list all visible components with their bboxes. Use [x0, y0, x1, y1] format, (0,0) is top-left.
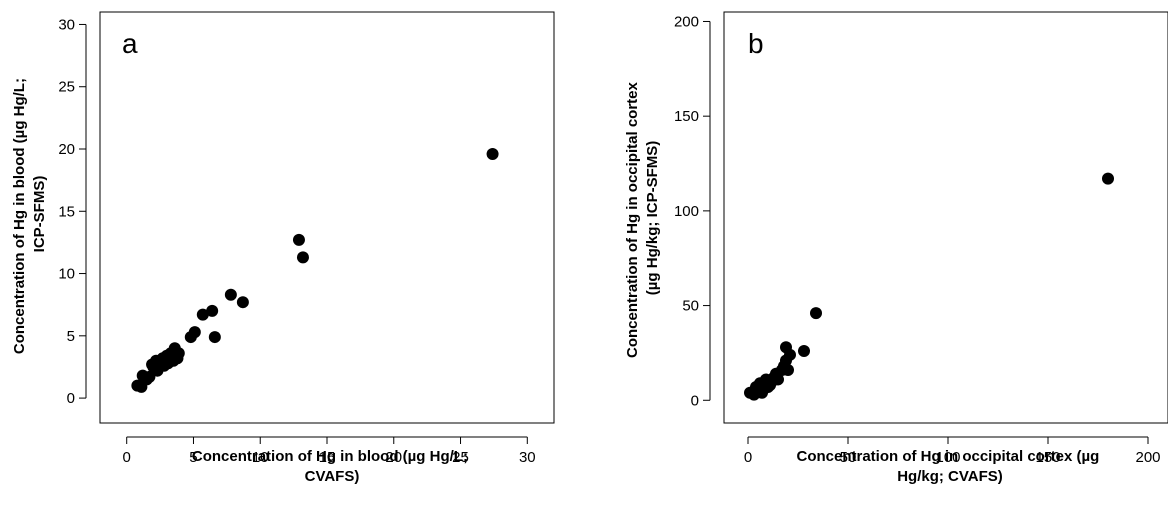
panel-a-x-ticks: 0 5 10 15 20 25 30 — [123, 437, 536, 466]
panel-a-data-point — [296, 251, 309, 264]
panel-a-x-tick-label: 0 — [123, 449, 131, 466]
panel-a-y-label: Concentration of Hg in blood (µg Hg/L; I… — [11, 74, 48, 354]
panel-a: a 0 5 10 15 20 25 30 0 5 10 15 20 25 30 Concentratio… — [11, 11, 555, 485]
panel-b-y-tick-label: 100 — [674, 203, 699, 220]
panel-a-x-tick-label: 15 — [319, 449, 336, 466]
panel-a-x-label: Concentration of Hg in blood (µg Hg/L; C… — [192, 448, 472, 485]
panel-a-y-tick-label: 30 — [58, 16, 75, 33]
panel-a-data-point — [172, 347, 185, 360]
panel-a-y-tick-label: 25 — [58, 79, 75, 96]
panel-b-x-label-line-1: Concentration of Hg in occipital cortex … — [797, 448, 1100, 465]
panel-b-y-tick-label: 200 — [674, 13, 699, 30]
panel-b-y-label-line-2: (µg Hg/kg; ICP-SFMS) — [644, 141, 661, 295]
panel-a-data-point — [206, 304, 219, 317]
panel-a-data-point — [208, 331, 221, 344]
panel-a-y-tick-label: 20 — [58, 141, 75, 158]
panel-b-data-point — [798, 345, 810, 358]
panel-a-letter: a — [122, 28, 138, 59]
panel-a-x-tick-label: 5 — [189, 449, 197, 466]
panel-b-x-tick-label: 100 — [935, 449, 960, 466]
panel-a-x-label-line-1: Concentration of Hg in blood (µg Hg/L; — [192, 448, 468, 465]
panel-a-x-tick-label: 30 — [519, 449, 536, 466]
panel-a-points — [131, 147, 499, 393]
panel-a-x-tick-label: 20 — [385, 449, 402, 466]
panel-b-data-point — [810, 307, 822, 320]
panel-a-y-tick-label: 10 — [58, 266, 75, 283]
panel-b-frame — [723, 11, 1168, 424]
panel-b-x-tick-label: 150 — [1035, 449, 1060, 466]
panel-b-x-ticks: 0 50 100 150 200 — [744, 437, 1161, 466]
panel-b-points — [744, 172, 1114, 401]
panel-a-y-label-line-2: ICP-SFMS) — [31, 176, 48, 253]
panel-b-y-ticks: 0 50 100 150 200 — [674, 13, 710, 409]
panel-a-y-tick-label: 15 — [58, 203, 75, 220]
panel-a-data-point — [196, 308, 209, 321]
panel-b-data-point — [782, 363, 794, 376]
panel-b-y-tick-label: 50 — [682, 298, 699, 315]
panel-a-frame — [99, 11, 555, 424]
panel-a-data-point — [236, 296, 249, 309]
panel-a-data-point — [224, 288, 237, 301]
panel-a-x-tick-label: 25 — [452, 449, 469, 466]
panel-b-x-label: Concentration of Hg in occipital cortex … — [797, 448, 1104, 485]
panel-a-y-tick-label: 0 — [67, 390, 75, 407]
panel-b-x-label-line-2: Hg/kg; CVAFS) — [897, 468, 1003, 485]
panel-b-letter: b — [748, 28, 764, 59]
panel-b: b 0 50 100 150 200 0 50 100 150 200 Concentratio… — [624, 11, 1168, 485]
panel-a-x-label-line-2: CVAFS) — [305, 468, 360, 485]
panel-b-y-tick-label: 150 — [674, 108, 699, 125]
panel-b-x-tick-label: 200 — [1135, 449, 1160, 466]
panel-a-data-point — [188, 326, 201, 339]
panel-a-data-point — [292, 233, 305, 246]
panel-a-y-tick-label: 5 — [67, 328, 75, 345]
panel-a-data-point — [486, 147, 499, 160]
panel-b-y-label: Concentration of Hg in occipital cortex … — [624, 78, 661, 358]
panel-a-y-label-line-1: Concentration of Hg in blood (µg Hg/L; — [11, 78, 28, 354]
panel-a-y-ticks: 0 5 10 15 20 25 30 — [58, 16, 86, 407]
panel-b-data-point — [1102, 172, 1114, 185]
panel-b-y-tick-label: 0 — [691, 392, 699, 409]
panel-b-x-tick-label: 50 — [840, 449, 857, 466]
panel-b-y-label-line-1: Concentration of Hg in occipital cortex — [624, 81, 641, 358]
panel-b-x-tick-label: 0 — [744, 449, 752, 466]
panel-b-data-point — [772, 373, 784, 386]
panel-b-data-point — [784, 348, 796, 361]
panel-a-x-tick-label: 10 — [252, 449, 269, 466]
